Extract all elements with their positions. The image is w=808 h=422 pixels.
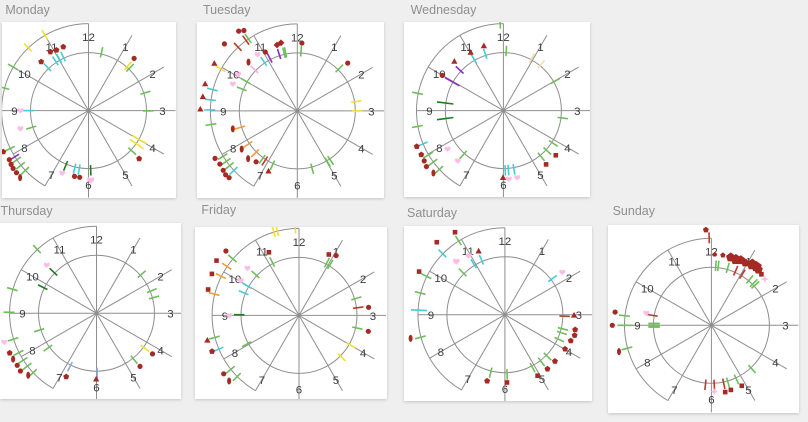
svg-text:4: 4: [358, 144, 365, 156]
svg-text:4: 4: [565, 347, 572, 359]
svg-text:2: 2: [564, 69, 570, 81]
svg-text:8: 8: [232, 348, 238, 360]
svg-text:2: 2: [565, 273, 571, 285]
svg-text:9: 9: [426, 106, 432, 118]
svg-text:5: 5: [745, 384, 751, 396]
svg-text:7: 7: [464, 374, 470, 386]
svg-text:8: 8: [644, 357, 650, 369]
svg-text:6: 6: [296, 385, 302, 397]
svg-text:11: 11: [461, 42, 473, 54]
svg-text:4: 4: [772, 357, 779, 369]
svg-text:4: 4: [149, 143, 156, 155]
svg-text:7: 7: [257, 171, 263, 183]
svg-text:11: 11: [254, 43, 266, 55]
svg-text:11: 11: [462, 246, 474, 258]
svg-text:6: 6: [93, 382, 99, 394]
svg-text:11: 11: [256, 247, 268, 259]
svg-text:1: 1: [331, 43, 337, 55]
svg-text:9: 9: [220, 107, 226, 119]
svg-text:12: 12: [497, 32, 510, 44]
svg-text:5: 5: [130, 372, 136, 384]
svg-text:10: 10: [434, 273, 447, 285]
svg-text:2: 2: [360, 274, 366, 286]
svg-text:8: 8: [437, 347, 443, 359]
svg-text:9: 9: [19, 308, 25, 320]
svg-text:5: 5: [122, 170, 128, 182]
svg-text:12: 12: [291, 33, 304, 45]
svg-text:4: 4: [360, 348, 367, 360]
svg-text:10: 10: [433, 69, 446, 81]
svg-text:5: 5: [331, 171, 337, 183]
svg-text:2: 2: [772, 283, 778, 295]
svg-text:11: 11: [45, 42, 57, 54]
svg-text:6: 6: [85, 180, 91, 192]
svg-text:7: 7: [463, 170, 469, 182]
svg-text:9: 9: [222, 311, 228, 323]
svg-text:8: 8: [21, 143, 27, 155]
svg-text:3: 3: [575, 310, 581, 322]
svg-text:8: 8: [29, 345, 35, 357]
svg-text:1: 1: [537, 42, 543, 54]
svg-text:9: 9: [427, 310, 433, 322]
svg-text:2: 2: [149, 69, 155, 81]
svg-text:7: 7: [48, 170, 54, 182]
svg-text:3: 3: [574, 106, 580, 118]
svg-text:3: 3: [159, 106, 165, 118]
svg-text:7: 7: [56, 372, 62, 384]
svg-text:8: 8: [436, 143, 442, 155]
svg-text:12: 12: [293, 237, 306, 249]
svg-text:6: 6: [294, 181, 300, 193]
svg-text:11: 11: [54, 244, 66, 256]
svg-text:12: 12: [705, 246, 718, 258]
svg-text:6: 6: [500, 180, 506, 192]
svg-text:7: 7: [671, 384, 677, 396]
svg-text:12: 12: [82, 32, 95, 44]
svg-text:10: 10: [18, 69, 31, 81]
svg-text:10: 10: [641, 283, 654, 295]
svg-text:12: 12: [498, 236, 511, 248]
svg-text:12: 12: [90, 234, 103, 246]
svg-text:4: 4: [157, 345, 164, 357]
svg-text:5: 5: [538, 374, 544, 386]
svg-text:1: 1: [122, 42, 128, 54]
svg-text:6: 6: [501, 384, 507, 396]
svg-text:3: 3: [782, 320, 788, 332]
svg-text:4: 4: [564, 143, 571, 155]
svg-text:7: 7: [259, 375, 265, 387]
svg-text:3: 3: [167, 308, 173, 320]
svg-text:6: 6: [708, 394, 714, 406]
svg-text:1: 1: [130, 244, 136, 256]
svg-text:3: 3: [368, 107, 374, 119]
svg-text:9: 9: [634, 320, 640, 332]
svg-text:3: 3: [370, 311, 376, 323]
svg-text:9: 9: [11, 106, 17, 118]
svg-text:1: 1: [333, 247, 339, 259]
svg-text:5: 5: [333, 375, 339, 387]
svg-text:8: 8: [230, 144, 236, 156]
svg-text:11: 11: [669, 256, 681, 268]
svg-text:2: 2: [358, 70, 364, 82]
svg-text:10: 10: [26, 271, 39, 283]
svg-text:2: 2: [157, 271, 163, 283]
svg-text:10: 10: [229, 274, 242, 286]
svg-text:1: 1: [538, 246, 544, 258]
svg-text:5: 5: [537, 170, 543, 182]
